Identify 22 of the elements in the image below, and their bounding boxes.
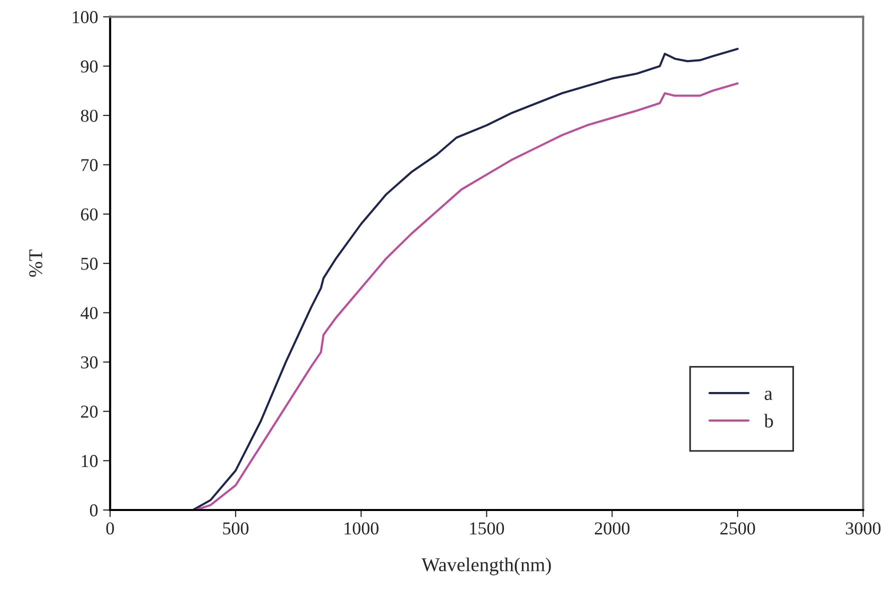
y-tick-label: 50 [81, 258, 98, 270]
x-tick-label: 0 [106, 522, 114, 535]
x-tick-label: 2000 [594, 522, 630, 535]
y-tick-label: 80 [80, 110, 98, 122]
y-tick-label: 40 [80, 306, 98, 320]
y-tick-label: 60 [81, 208, 98, 221]
x-tick-label: 3000 [846, 522, 881, 535]
y-tick-label: 70 [81, 159, 98, 172]
legend-label: a [764, 390, 772, 400]
y-tick-label: 20 [81, 406, 98, 418]
x-tick-label: 2500 [720, 522, 755, 535]
x-tick-label: 1000 [344, 522, 378, 535]
y-tick-label: 10 [82, 454, 98, 468]
y-tick-label: 0 [90, 504, 98, 516]
y-tick-label: 90 [80, 60, 98, 73]
y-tick-label: 30 [81, 356, 98, 368]
y-tick-label: 100 [72, 11, 98, 24]
legend-label: b [764, 414, 773, 428]
x-axis-title: Wavelength(nm) [422, 558, 551, 576]
x-tick-label: 500 [223, 522, 248, 535]
y-axis-title: %T [29, 250, 42, 277]
x-tick-label: 1500 [470, 522, 504, 535]
